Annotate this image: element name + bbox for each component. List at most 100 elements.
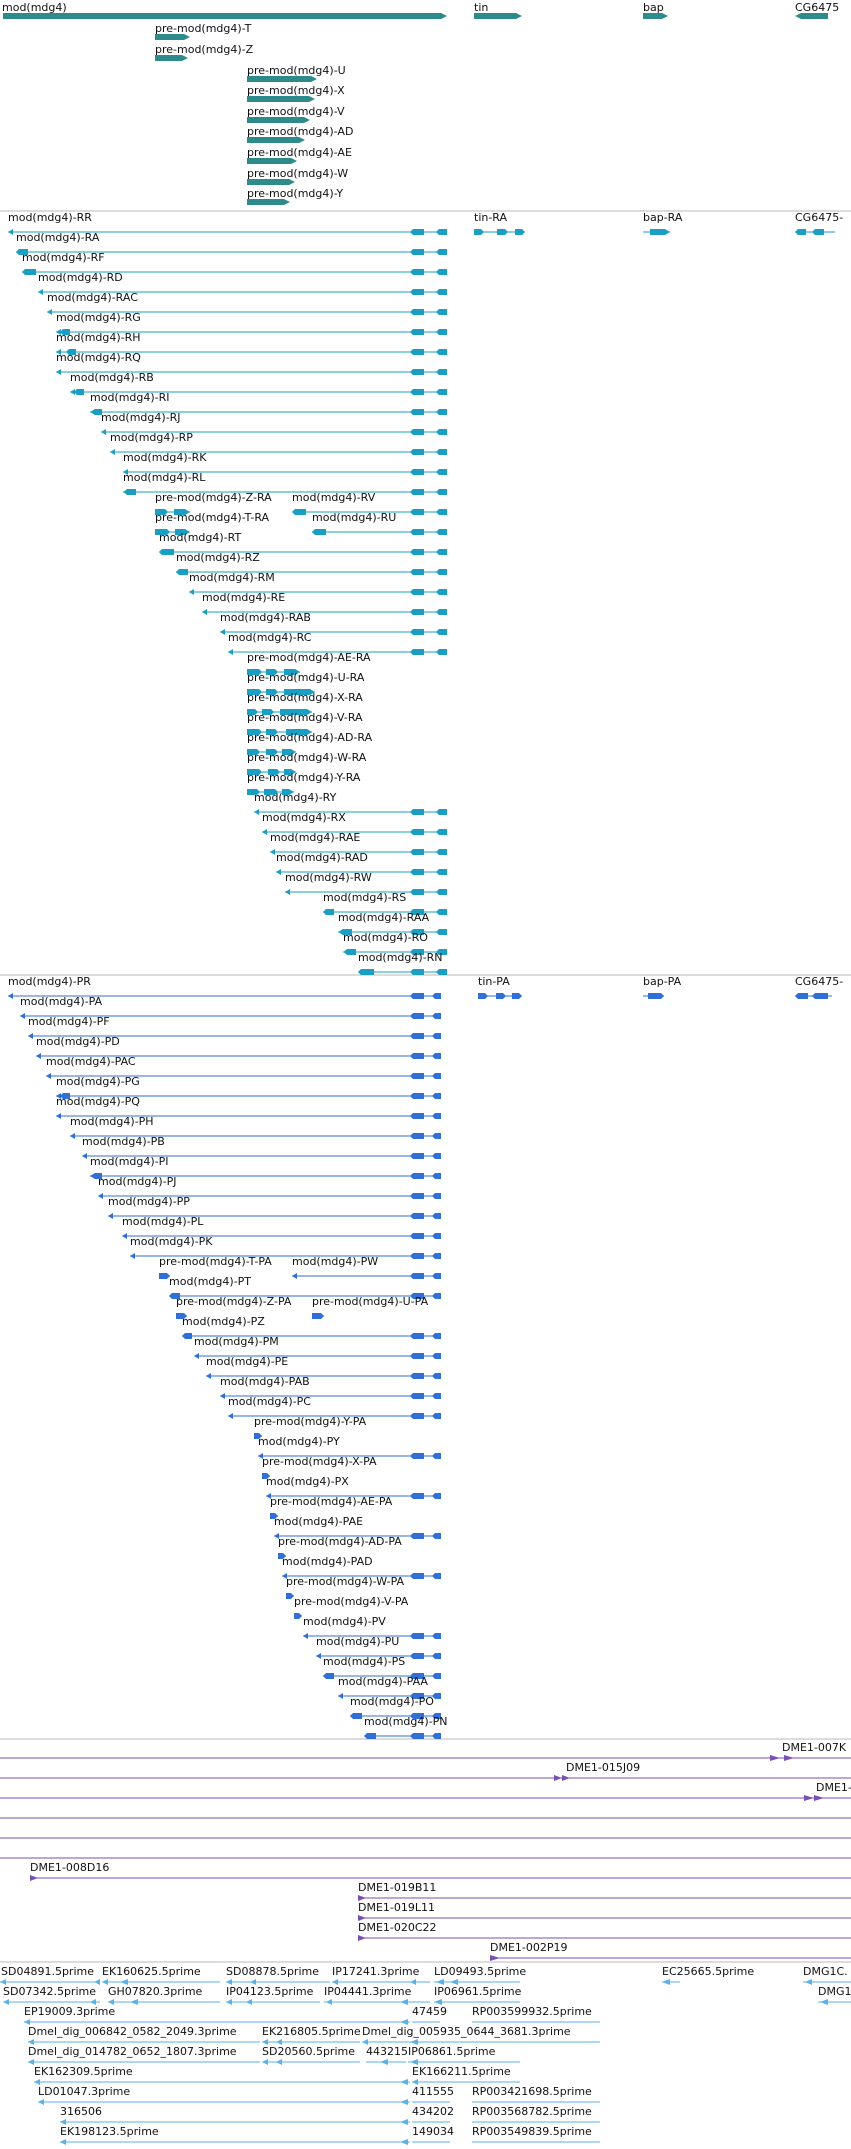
feature-mod-mdg4-px[interactable]: mod(mdg4)-PX [266, 1475, 441, 1499]
feature-mod-mdg4-pab[interactable]: mod(mdg4)-PAB [220, 1375, 441, 1399]
est-443215[interactable]: 443215 [366, 2045, 408, 2065]
feature-mod-mdg4-pae[interactable]: mod(mdg4)-PAE [274, 1515, 441, 1539]
feature-mod-mdg4-pn[interactable]: mod(mdg4)-PN [364, 1715, 448, 1739]
feature-mod-mdg4-rh[interactable]: mod(mdg4)-RH [56, 331, 447, 355]
feature-mod-mdg4-ru[interactable]: mod(mdg4)-RU [312, 511, 447, 535]
feature-mod-mdg4-ro[interactable]: mod(mdg4)-RO [343, 931, 447, 955]
feature-mod-mdg4-pe[interactable]: mod(mdg4)-PE [206, 1355, 441, 1379]
feature-mod-mdg4-rd[interactable]: mod(mdg4)-RD [38, 271, 447, 295]
feature-mod-mdg4-ry[interactable]: mod(mdg4)-RY [254, 791, 447, 815]
feature-mod-mdg4-pw[interactable]: mod(mdg4)-PW [292, 1255, 441, 1279]
est-ip17241-3prime[interactable]: IP17241.3prime [332, 1965, 430, 1985]
feature-mod-mdg4-pz[interactable]: mod(mdg4)-PZ [182, 1315, 441, 1339]
feature-mod-mdg4-py[interactable]: mod(mdg4)-PY [258, 1435, 441, 1459]
est-sd07342-5prime[interactable]: SD07342.5prime [3, 1985, 100, 2005]
est-dmel-dig-006842-0582-2049-3prime[interactable]: Dmel_dig_006842_0582_2049.3prime [28, 2025, 260, 2045]
feature-pre-mod-mdg4-u-ra[interactable]: pre-mod(mdg4)-U-RA [247, 671, 365, 695]
feature-pre-mod-mdg4-v-pa[interactable]: pre-mod(mdg4)-V-PA [294, 1595, 409, 1619]
gene-pre-mod-mdg4-v[interactable]: pre-mod(mdg4)-V [247, 105, 345, 123]
feature-mod-mdg4-rj[interactable]: mod(mdg4)-RJ [101, 411, 447, 435]
clone-dme1-019b11[interactable]: DME1-019B11 [358, 1881, 851, 1901]
feature-mod-mdg4-pf[interactable]: mod(mdg4)-PF [28, 1015, 441, 1039]
feature-mod-mdg4-rt[interactable]: mod(mdg4)-RT [159, 531, 447, 555]
feature-pre-mod-mdg4-w-pa[interactable]: pre-mod(mdg4)-W-PA [286, 1575, 405, 1599]
feature-mod-mdg4-pu[interactable]: mod(mdg4)-PU [316, 1635, 441, 1659]
feature-pre-mod-mdg4-x-ra[interactable]: pre-mod(mdg4)-X-RA [247, 691, 363, 715]
est-149034[interactable]: 149034 [412, 2125, 454, 2143]
feature-pre-mod-mdg4-y-pa[interactable]: pre-mod(mdg4)-Y-PA [254, 1415, 367, 1439]
feature-mod-mdg4-pi[interactable]: mod(mdg4)-PI [90, 1155, 441, 1179]
feature-mod-mdg4-ph[interactable]: mod(mdg4)-PH [70, 1115, 441, 1139]
clone-dme1-008d16[interactable]: DME1-008D16 [30, 1861, 851, 1881]
clone-dme1-007k[interactable]: DME1-007K [0, 1741, 851, 1761]
feature-mod-mdg4-rf[interactable]: mod(mdg4)-RF [22, 251, 447, 275]
feature-mod-mdg4-rae[interactable]: mod(mdg4)-RAE [270, 831, 447, 855]
feature-pre-mod-mdg4-ad-pa[interactable]: pre-mod(mdg4)-AD-PA [278, 1535, 402, 1559]
est-dmg1c[interactable]: DMG1C. [803, 1965, 851, 1985]
feature-mod-mdg4-rq[interactable]: mod(mdg4)-RQ [56, 351, 447, 375]
feature-pre-mod-mdg4-w-ra[interactable]: pre-mod(mdg4)-W-RA [247, 751, 367, 775]
feature-pre-mod-mdg4-v-ra[interactable]: pre-mod(mdg4)-V-RA [247, 711, 363, 735]
feature-mod-mdg4-rg[interactable]: mod(mdg4)-RG [56, 311, 447, 335]
feature-pre-mod-mdg4-z-ra[interactable]: pre-mod(mdg4)-Z-RA [155, 491, 272, 515]
feature-mod-mdg4-rx[interactable]: mod(mdg4)-RX [262, 811, 447, 835]
feature-pre-mod-mdg4-x-pa[interactable]: pre-mod(mdg4)-X-PA [262, 1455, 377, 1479]
est-ip06861-5prime[interactable]: IP06861.5prime [408, 2045, 520, 2065]
feature-cg6475[interactable]: CG6475- [795, 211, 843, 235]
feature-mod-mdg4-pc[interactable]: mod(mdg4)-PC [228, 1395, 441, 1419]
feature-tin-pa[interactable]: tin-PA [478, 975, 522, 999]
feature-mod-mdg4-pl[interactable]: mod(mdg4)-PL [122, 1215, 441, 1239]
est-ek216805-5prime[interactable]: EK216805.5prime [262, 2025, 361, 2045]
gene-pre-mod-mdg4-ad[interactable]: pre-mod(mdg4)-AD [247, 125, 353, 143]
feature-mod-mdg4-rz[interactable]: mod(mdg4)-RZ [176, 551, 447, 575]
est-316506[interactable]: 316506 [60, 2105, 410, 2125]
est-rp003599932-5prime[interactable]: RP003599932.5prime [472, 2005, 600, 2023]
est-ld09493-5prime[interactable]: LD09493.5prime [434, 1965, 526, 1985]
est-ld01047-3prime[interactable]: LD01047.3prime [38, 2085, 410, 2105]
clone-dme1-020c22[interactable]: DME1-020C22 [358, 1921, 851, 1941]
est-dmel-dig-005935-0644-3681-3prime[interactable]: Dmel_dig_005935_0644_3681.3prime [362, 2025, 600, 2045]
feature-mod-mdg4-rb[interactable]: mod(mdg4)-RB [70, 371, 447, 395]
est-sd08878-5prime[interactable]: SD08878.5prime [226, 1965, 330, 1985]
est-sd04891-5prime[interactable]: SD04891.5prime [0, 1965, 100, 1985]
gene-pre-mod-mdg4-x[interactable]: pre-mod(mdg4)-X [247, 84, 345, 102]
est-sd20560-5prime[interactable]: SD20560.5prime [262, 2045, 360, 2065]
feature-mod-mdg4-pac[interactable]: mod(mdg4)-PAC [46, 1055, 441, 1079]
gene-mod-mdg4[interactable]: mod(mdg4) [2, 1, 447, 19]
feature-mod-mdg4-pd[interactable]: mod(mdg4)-PD [36, 1035, 441, 1059]
feature-tin-ra[interactable]: tin-RA [474, 211, 525, 235]
feature-mod-mdg4-pb[interactable]: mod(mdg4)-PB [82, 1135, 441, 1159]
est-ec25665-5prime[interactable]: EC25665.5prime [662, 1965, 754, 1985]
est-ek198123-5prime[interactable]: EK198123.5prime [60, 2125, 410, 2145]
clone-dme1-002p19[interactable]: DME1-002P19 [490, 1941, 851, 1961]
est-ep19009-3prime[interactable]: EP19009.3prime [24, 2005, 410, 2025]
gene-tin[interactable]: tin [474, 1, 522, 19]
feature-mod-mdg4-rs[interactable]: mod(mdg4)-RS [323, 891, 447, 915]
gene-cg6475[interactable]: CG6475 [795, 1, 839, 19]
feature-mod-mdg4-ri[interactable]: mod(mdg4)-RI [90, 391, 447, 415]
feature-mod-mdg4-pj[interactable]: mod(mdg4)-PJ [98, 1175, 441, 1199]
feature-pre-mod-mdg4-z-pa[interactable]: pre-mod(mdg4)-Z-PA [176, 1295, 292, 1319]
feature-mod-mdg4-ps[interactable]: mod(mdg4)-PS [323, 1655, 441, 1679]
feature-mod-mdg4-pad[interactable]: mod(mdg4)-PAD [282, 1555, 441, 1579]
feature-mod-mdg4-pr[interactable]: mod(mdg4)-PR [8, 975, 441, 999]
est-rp003568782-5prime[interactable]: RP003568782.5prime [472, 2105, 600, 2123]
feature-mod-mdg4-rk[interactable]: mod(mdg4)-RK [123, 451, 447, 475]
feature-cg6475[interactable]: CG6475- [795, 975, 843, 999]
feature-mod-mdg4-rl[interactable]: mod(mdg4)-RL [123, 471, 447, 495]
est-dmel-dig-014782-0652-1807-3prime[interactable]: Dmel_dig_014782_0652_1807.3prime [28, 2045, 260, 2065]
gene-bap[interactable]: bap [643, 1, 668, 19]
est-ip04441-3prime[interactable]: IP04441.3prime [324, 1985, 430, 2005]
est-ek162309-5prime[interactable]: EK162309.5prime [34, 2065, 410, 2085]
feature-mod-mdg4-pg[interactable]: mod(mdg4)-PG [56, 1075, 441, 1099]
feature-pre-mod-mdg4-ae-ra[interactable]: pre-mod(mdg4)-AE-RA [247, 651, 371, 675]
clone-dme1[interactable]: DME1- [0, 1781, 851, 1801]
feature-pre-mod-mdg4-u-pa[interactable]: pre-mod(mdg4)-U-PA [312, 1295, 429, 1319]
feature-mod-mdg4-pt[interactable]: mod(mdg4)-PT [169, 1275, 441, 1299]
est-gh07820-3prime[interactable]: GH07820.3prime [108, 1985, 220, 2005]
feature-mod-mdg4-re[interactable]: mod(mdg4)-RE [202, 591, 447, 615]
feature-pre-mod-mdg4-ad-ra[interactable]: pre-mod(mdg4)-AD-RA [247, 731, 373, 755]
gene-pre-mod-mdg4-y[interactable]: pre-mod(mdg4)-Y [247, 187, 343, 205]
feature-mod-mdg4-rc[interactable]: mod(mdg4)-RC [228, 631, 447, 655]
feature-mod-mdg4-pq[interactable]: mod(mdg4)-PQ [56, 1095, 441, 1119]
